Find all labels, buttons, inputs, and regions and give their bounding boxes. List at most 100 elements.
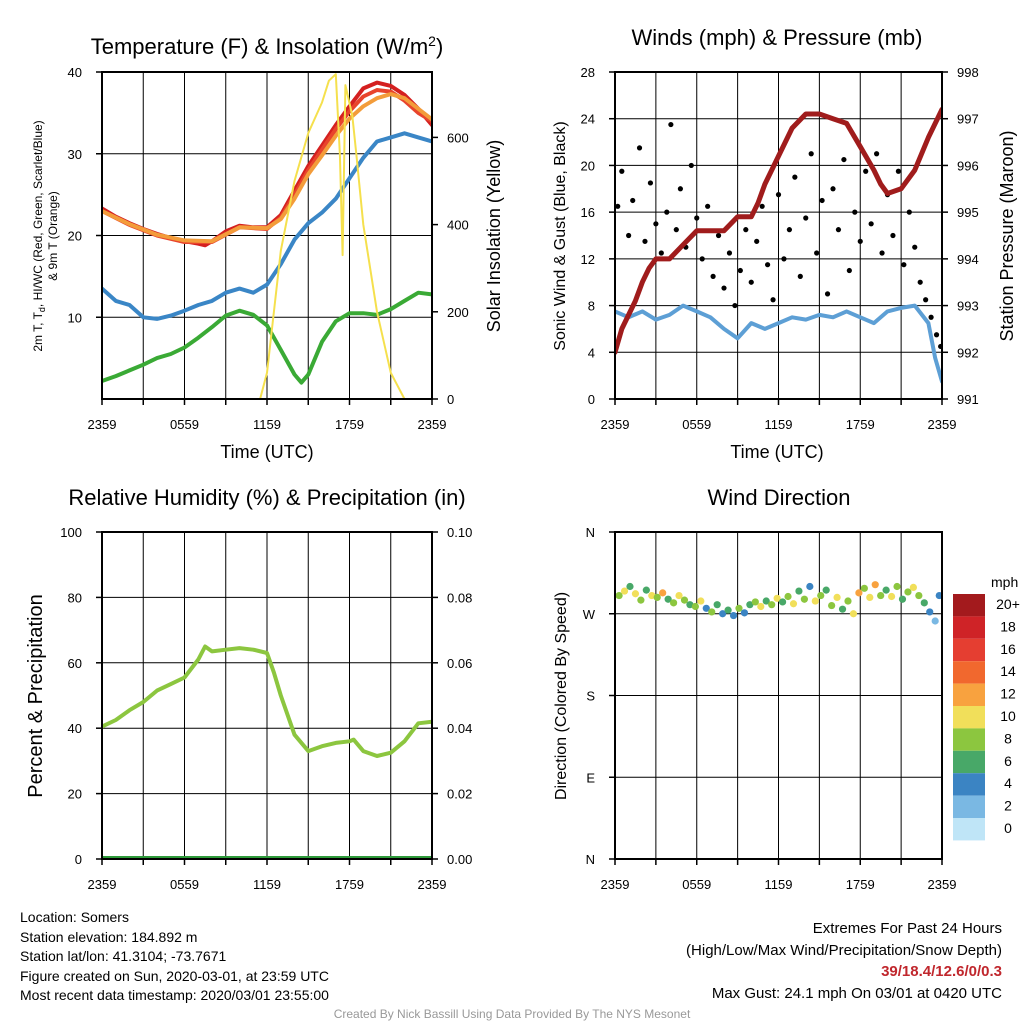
temp-xtick-label: 1759 — [335, 417, 364, 432]
dir-ytick-label-left: E — [586, 770, 595, 785]
wind-xtick-label: 0559 — [682, 417, 711, 432]
temp-xtick-label: 2359 — [88, 417, 117, 432]
rh-ytick-label-right: 0.00 — [447, 852, 472, 867]
wind-point — [852, 209, 858, 215]
humidity-grid — [102, 532, 432, 859]
wind-ylabel-left: Sonic Wind & Gust (Blue, Black) — [552, 121, 569, 350]
station-location: Location: Somers — [20, 909, 129, 925]
station-latlon: Station lat/lon: 41.3104; -73.7671 — [20, 948, 227, 964]
wind-point — [786, 227, 793, 233]
wind-point — [906, 209, 912, 215]
colorbar-label: 10 — [1000, 708, 1016, 724]
colorbar-label: 12 — [1000, 686, 1016, 702]
dir-point — [866, 593, 874, 602]
dir-ytick-label-left: S — [586, 689, 595, 704]
dir-xtick-label: 2359 — [601, 877, 630, 892]
wind-point — [868, 221, 874, 227]
dir-point — [664, 595, 672, 603]
wind-point — [658, 250, 664, 256]
dir-point — [887, 592, 896, 601]
colorbar-swatch — [953, 773, 985, 796]
wind-point — [647, 180, 654, 186]
temp-xtick-label: 2359 — [418, 417, 447, 432]
dir-point — [920, 599, 928, 607]
temp-ytick-label-right: 0 — [447, 392, 454, 407]
colorbar-label: 6 — [1004, 753, 1012, 769]
dir-ytick-label-left: N — [586, 525, 595, 540]
wind-point — [664, 209, 670, 215]
dir-point — [871, 581, 879, 589]
colorbar-label: 20+ — [996, 596, 1020, 612]
dir-ytick-label-left: N — [586, 852, 595, 867]
wind-ytick-label-right: 993 — [957, 299, 979, 314]
wind-point — [857, 238, 863, 244]
temperature-plot-area — [102, 73, 432, 399]
colorbar-label: 18 — [1000, 618, 1016, 634]
dir-point — [784, 592, 792, 601]
dir-point — [620, 587, 629, 595]
colorbar-label: 16 — [1000, 641, 1016, 657]
wind-point — [710, 273, 716, 279]
humidity-ticks: 0 20 40 60 80 100 0.00 0.02 0.04 0.06 0.08 0.10 2359… — [60, 525, 472, 892]
wind-point — [933, 332, 940, 338]
rh-ytick-label-left: 100 — [60, 525, 82, 540]
dir-point — [882, 586, 890, 594]
wind-point — [928, 314, 934, 320]
dir-point — [817, 591, 825, 600]
direction-ylabel-left: Direction (Colored By Speed) — [553, 592, 570, 800]
direction-plot-area — [615, 581, 942, 625]
wind-point — [814, 250, 820, 256]
rh-ytick-label-right: 0.08 — [447, 590, 472, 605]
rh-xtick-label: 2359 — [418, 877, 447, 892]
dir-point — [762, 597, 770, 605]
wind-ytick-label-right: 991 — [957, 392, 979, 407]
temp-ytick-label-left: 20 — [68, 229, 82, 244]
wind-point — [754, 238, 760, 244]
wind-point — [819, 197, 825, 204]
extremes-title: Extremes For Past 24 Hours — [812, 920, 1002, 937]
dir-point — [648, 591, 656, 600]
rh-ytick-label-right: 0.04 — [447, 721, 472, 736]
wind-point — [901, 262, 907, 268]
rh-series-relative-humidity — [102, 644, 432, 758]
wind-point — [642, 238, 648, 244]
dir-point — [795, 587, 803, 595]
wind-xtick-label: 2359 — [601, 417, 630, 432]
wind-ytick-label-left: 28 — [581, 65, 595, 80]
direction-grid — [615, 532, 942, 859]
dir-point — [833, 593, 841, 602]
wind-ytick-label-right: 997 — [957, 112, 979, 127]
wind-point — [830, 186, 836, 192]
wind-ytick-label-left: 8 — [588, 299, 595, 314]
dir-point — [675, 591, 683, 600]
temp-xtick-label: 1159 — [253, 417, 281, 432]
dir-point — [751, 598, 759, 606]
wind-point — [874, 151, 880, 157]
wind-ytick-label-left: 0 — [588, 392, 595, 407]
rh-ytick-label-right: 0.02 — [447, 787, 472, 802]
station-elevation: Station elevation: 184.892 m — [20, 928, 198, 945]
rh-xtick-label: 2359 — [88, 877, 117, 892]
temp-series-group — [102, 73, 432, 399]
dir-point — [844, 597, 852, 605]
dir-point — [838, 605, 847, 613]
direction-ticks: N E S W N 2359 0559 1159 1759 2359 — [583, 525, 957, 892]
extremes-subtitle: (High/Low/Max Wind/Precipitation/Snow De… — [686, 941, 1002, 959]
wind-panel: Winds (mph) & Pressure (mb) Sonic Wind &… — [552, 25, 1017, 462]
wind-title: Winds (mph) & Pressure (mb) — [632, 25, 923, 50]
wind-point — [792, 174, 798, 180]
wind-point — [673, 227, 679, 233]
wind-series-group — [615, 106, 942, 384]
humidity-ylabel-left: Percent & Precipitation — [25, 594, 47, 797]
wind-xtick-label: 1759 — [846, 417, 875, 432]
dir-point — [931, 617, 939, 625]
humidity-plot-area — [102, 644, 432, 859]
wind-point — [630, 197, 636, 204]
colorbar-swatch — [953, 638, 985, 662]
wind-point — [912, 244, 918, 250]
wind-point — [732, 302, 738, 309]
wind-point — [694, 215, 700, 221]
dir-xtick-label: 1159 — [765, 877, 793, 892]
wind-point — [770, 297, 776, 303]
wind-point — [653, 221, 659, 227]
